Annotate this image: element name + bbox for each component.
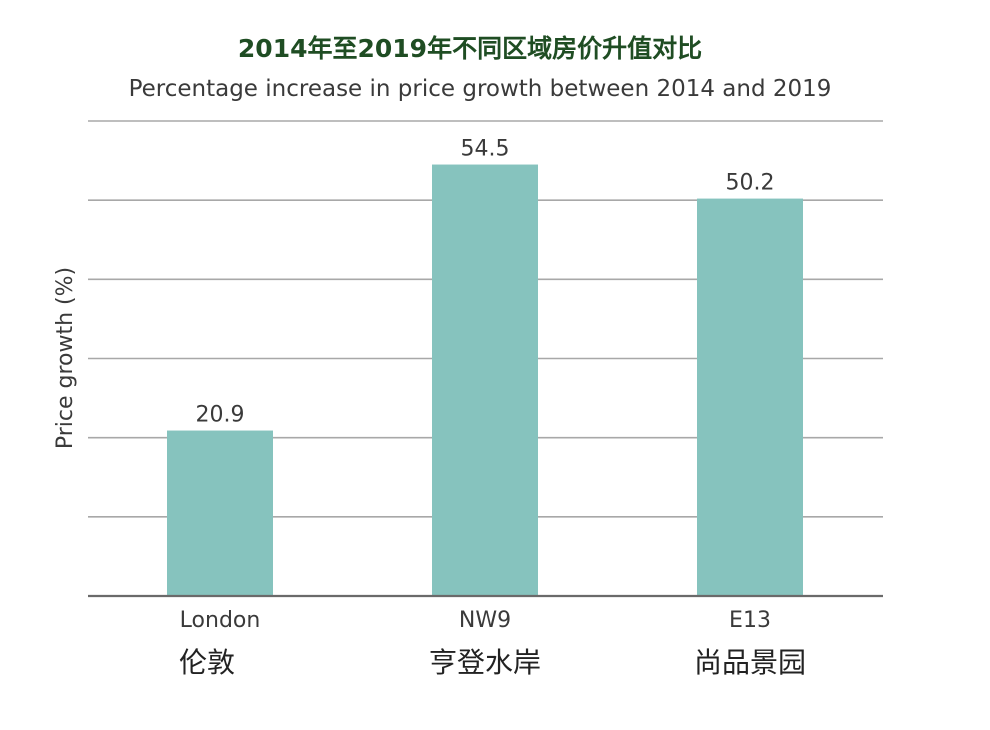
category-label-cn-e13: 尚品景园 xyxy=(694,646,806,679)
category-label-nw9: NW9 xyxy=(459,608,511,633)
bar-london xyxy=(167,430,273,596)
category-label-cn-london: 伦敦 xyxy=(179,646,235,679)
value-label-london: 20.9 xyxy=(196,403,245,428)
bars xyxy=(167,164,803,597)
y-axis-label: Price growth (%) xyxy=(53,267,78,449)
value-label-e13: 50.2 xyxy=(726,171,775,196)
value-label-nw9: 54.5 xyxy=(461,137,510,162)
category-label-london: London xyxy=(180,608,261,633)
chart-subtitle: Percentage increase in price growth betw… xyxy=(129,76,832,102)
bar-nw9 xyxy=(432,164,538,596)
bar-e13 xyxy=(697,198,803,597)
value-labels: 20.9 54.5 50.2 xyxy=(196,137,775,428)
category-labels: London 伦敦 NW9 亨登水岸 E13 尚品景园 xyxy=(179,608,806,679)
chart-title: 2014年至2019年不同区域房价升值对比 xyxy=(238,34,702,63)
category-label-cn-nw9: 亨登水岸 xyxy=(429,646,541,679)
category-label-e13: E13 xyxy=(729,608,771,633)
